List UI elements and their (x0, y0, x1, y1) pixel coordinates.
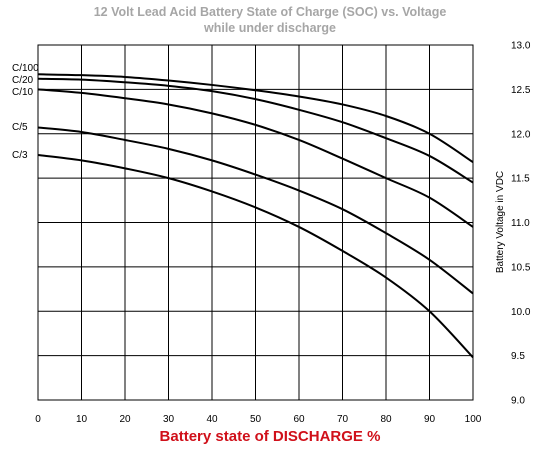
x-tick-label: 20 (119, 414, 131, 425)
x-tick-label: 80 (380, 414, 392, 425)
series-label-c-10: C/10 (12, 87, 34, 98)
series-line-c-3 (37, 154, 474, 359)
chart-title-line-1: 12 Volt Lead Acid Battery State of Charg… (93, 5, 447, 19)
x-tick-label: 100 (465, 414, 482, 425)
x-tick-label: 60 (293, 414, 305, 425)
x-tick-label: 50 (250, 414, 262, 425)
x-tick-label: 10 (76, 414, 88, 425)
y-tick-label: 12.0 (511, 129, 531, 140)
series-label-c-20: C/20 (12, 75, 34, 86)
series-line-c-20 (37, 77, 474, 184)
series-label-c-5: C/5 (12, 122, 28, 133)
y-tick-label: 13.0 (511, 41, 531, 52)
series-line-c-10 (37, 88, 474, 228)
y-tick-label: 9.5 (511, 351, 525, 362)
y-tick-label: 11.5 (511, 174, 530, 185)
series-line-c-5 (37, 126, 474, 295)
y-tick-label: 12.5 (511, 85, 531, 96)
series-label-c-3: C/3 (12, 150, 28, 161)
chart-title-line-2: while under discharge (204, 21, 336, 35)
x-tick-label: 30 (163, 414, 175, 425)
x-tick-label: 0 (35, 414, 41, 425)
y-tick-label: 9.0 (511, 396, 525, 407)
series-label-c-100: C/100 (12, 63, 39, 74)
x-tick-label: 70 (337, 414, 349, 425)
x-tick-label: 90 (424, 414, 436, 425)
x-tick-label: 40 (206, 414, 218, 425)
plot-frame (37, 44, 474, 401)
y-tick-label: 10.0 (511, 307, 531, 318)
series-line-c-100 (37, 73, 474, 163)
y-axis-label: Battery Voltage in VDC (495, 171, 506, 273)
x-axis-label: Battery state of DISCHARGE % (160, 428, 381, 445)
y-tick-label: 10.5 (511, 262, 531, 273)
y-tick-label: 11.0 (511, 218, 530, 229)
